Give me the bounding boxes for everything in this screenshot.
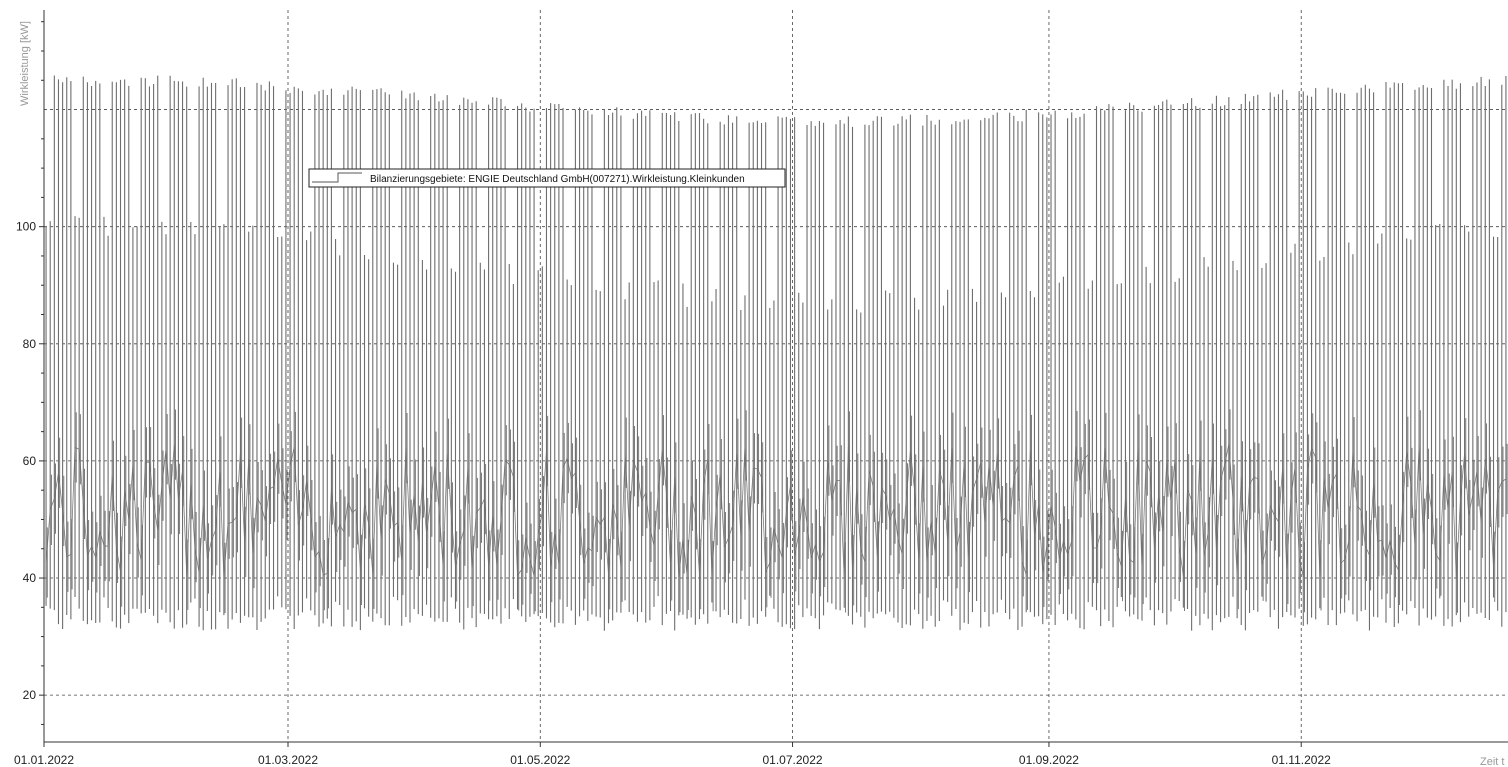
y-tick-label: 20 (23, 688, 37, 702)
legend: Bilanzierungsgebiete: ENGIE Deutschland … (308, 168, 786, 188)
x-tick-label: 01.03.2022 (258, 753, 318, 767)
legend-label: Bilanzierungsgebiete: ENGIE Deutschland … (370, 174, 745, 185)
x-tick-labels: 01.01.2022 01.03.2022 01.05.2022 01.07.2022… (14, 742, 1331, 767)
series-line-kleinkunden (45, 75, 1508, 631)
y-tick-labels: 20 40 60 80 100 (16, 21, 44, 725)
x-tick-label: 01.11.2022 (1272, 753, 1331, 767)
series-baseline-path (45, 444, 1507, 578)
x-tick-label: 01.05.2022 (510, 753, 570, 767)
y-tick-label: 40 (23, 571, 37, 585)
x-tick-label: 01.07.2022 (763, 753, 823, 767)
legend-box (308, 168, 786, 188)
y-tick-label: 80 (23, 337, 37, 351)
y-tick-label: 60 (23, 454, 37, 468)
x-axis-title: Zeit t (1480, 756, 1504, 767)
y-tick-label: 100 (16, 220, 36, 234)
x-tick-label: 01.01.2022 (14, 753, 74, 767)
x-tick-label: 01.09.2022 (1019, 753, 1079, 767)
legend-line-icon (312, 172, 362, 183)
y-axis-title: Wirkleistung [kW] (19, 21, 31, 106)
